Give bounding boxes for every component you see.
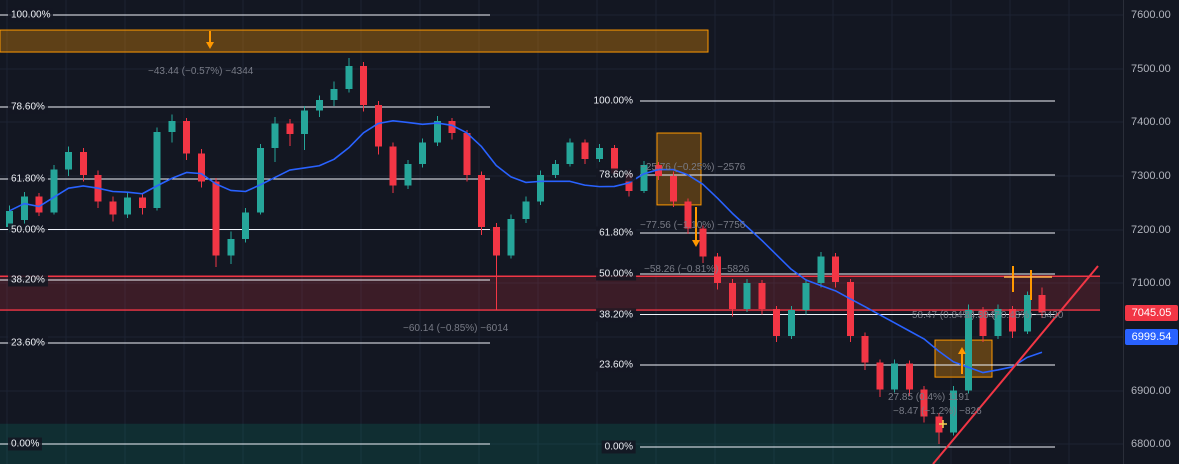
candle-body [861,335,869,363]
price-axis-label: 6800.00 [1131,438,1171,451]
trend-line[interactable] [932,265,1099,464]
last-price-badge: 7045.05 [1125,304,1178,321]
arrow-up-head [958,347,966,354]
candle-body [153,131,161,209]
candle-body [242,212,249,240]
candle-body [699,228,707,257]
candle-body [891,363,898,390]
candle-body [315,99,323,111]
chart-plot [0,0,1124,464]
candle-body [286,123,294,135]
candle-body [551,164,559,175]
candle-body [419,142,426,165]
candle-body [389,146,397,186]
candle-body [1009,308,1016,332]
candle-body [109,201,117,215]
candle-body [448,121,456,134]
candle-body [728,283,736,309]
candle-body [846,282,854,336]
candle-body [478,174,485,227]
supply-zone-top[interactable] [0,29,709,53]
candle-body [876,362,884,390]
arrow-down-head [692,240,700,247]
candle-body [433,121,441,143]
candle-body [507,218,515,256]
candle-body [374,105,382,147]
candle-body [65,151,72,170]
candle-body [640,165,648,191]
candle-body [714,256,721,284]
secondary-price-badge: 6999.54 [1125,329,1178,346]
price-axis-label: 7200.00 [1131,223,1171,236]
candle-body [950,390,957,433]
candle-body [20,196,28,220]
candle-body [537,174,544,202]
candle-body [522,201,530,219]
candle-body [669,175,677,202]
candle-body [596,148,603,159]
candle-body [138,197,146,209]
moving-average-line [9,120,1043,374]
candle-body [183,121,190,154]
candle-body [227,239,235,256]
candle-body [330,89,338,100]
candle-body [271,123,279,149]
candle-body [743,283,751,309]
candle-body [301,110,308,135]
price-axis-label: 7300.00 [1131,169,1171,182]
candle-body [492,226,500,256]
candle-body [655,165,662,176]
candle-body [610,148,618,174]
chart-canvas[interactable]: 100.00% 78.60% 61.80% 50.00% 38.20% 23.60% 0.0… [0,0,1124,464]
candle-body [684,201,692,229]
price-axis-label: 7500.00 [1131,62,1171,75]
candle-body [979,310,987,336]
candle-body [168,121,176,132]
candle-body [920,389,928,417]
candle-body [212,181,220,256]
candle-body [463,133,471,175]
candle-body [124,197,131,215]
arrow-down-head [206,42,214,49]
candle-body [832,256,839,283]
candle-body [787,310,795,336]
candle-body [905,363,913,390]
resistance-zone[interactable] [0,276,1100,311]
price-axis-label: 7600.00 [1131,9,1171,22]
candle-body [197,153,205,182]
candle-body [566,142,574,165]
candle-body [35,196,43,213]
candle-body [50,169,58,213]
candle-body [360,65,367,106]
candle-body [1023,295,1031,332]
price-axis-label: 7400.00 [1131,116,1171,129]
candle-body [79,151,87,175]
candle-body [802,283,810,311]
candle-body [256,148,264,213]
candle-body [581,142,589,159]
candle-body [1038,295,1046,313]
price-axis[interactable]: 7600.00 7500.00 7400.00 7300.00 7200.00 7100.… [1123,0,1179,464]
candle-body [773,308,780,336]
candle-body [345,65,353,90]
candle-body [817,256,825,284]
candle-body [404,164,412,186]
candle-body [758,283,766,309]
candle-body [994,308,1002,336]
candle-body [964,310,972,391]
demand-box[interactable] [934,339,993,378]
candle-body [6,210,13,227]
price-axis-label: 7100.00 [1131,277,1171,290]
price-axis-label: 6900.00 [1131,384,1171,397]
candle-body [935,416,943,433]
